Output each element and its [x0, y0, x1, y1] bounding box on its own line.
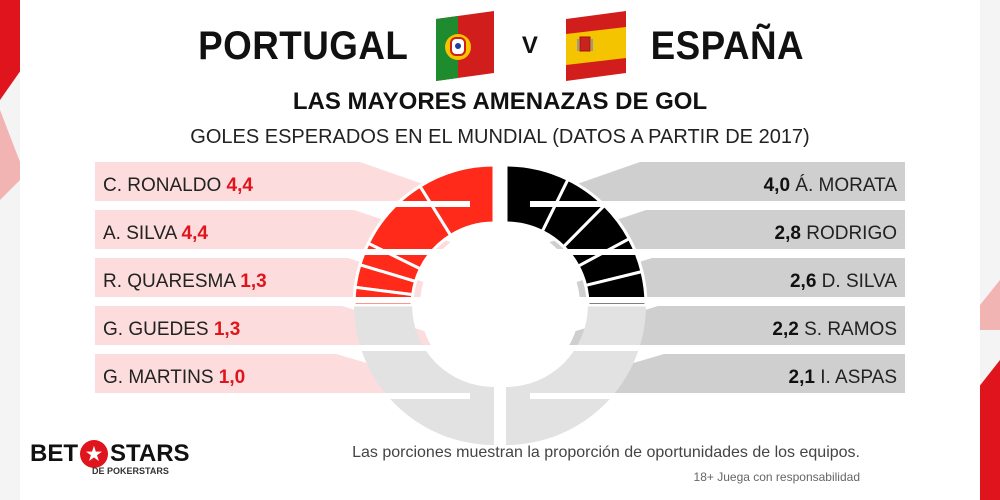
player-name: G. GUEDES — [103, 319, 214, 340]
player-name: G. MARTINS — [103, 367, 219, 388]
player-name: I. ASPAS — [820, 367, 897, 388]
player-xg-value: 1,0 — [219, 367, 245, 388]
player-name: R. QUARESMA — [103, 271, 240, 292]
logo-text-stars: STARS — [110, 440, 190, 467]
player-xg-value: 1,3 — [240, 271, 266, 292]
player-xg-value: 2,8 — [775, 223, 807, 244]
españa-slice-5 — [583, 269, 648, 307]
player-row-text: R. QUARESMA 1,3 — [103, 271, 267, 292]
player-xg-value: 2,1 — [789, 367, 821, 388]
player-xg-value: 4,0 — [764, 175, 796, 196]
match-header: PORTUGAL V ESPAÑA — [20, 6, 980, 86]
chart-subtitle: GOLES ESPERADOS EN EL MUNDIAL (DATOS A P… — [190, 126, 810, 148]
españa-remainder-arc — [506, 305, 646, 445]
player-name: A. SILVA — [103, 223, 182, 244]
player-row-text: 2,1 I. ASPAS — [789, 367, 897, 388]
chart-title: LAS MAYORES AMENAZAS DE GOL — [292, 88, 708, 115]
team-left-name: PORTUGAL — [198, 23, 409, 68]
responsible-gaming-disclaimer: 18+ Juega con responsabilidad — [693, 470, 860, 484]
player-name: D. SILVA — [822, 271, 898, 292]
player-row-text: A. SILVA 4,4 — [103, 223, 208, 244]
portugal-player-row-bg — [95, 162, 480, 204]
player-xg-value: 2,2 — [772, 319, 804, 340]
player-xg-value: 4,4 — [182, 223, 209, 244]
player-row-text: 2,2 S. RAMOS — [772, 319, 897, 340]
player-name: S. RAMOS — [804, 319, 897, 340]
player-row-text: 4,0 Á. MORATA — [764, 175, 898, 196]
player-row-text: G. GUEDES 1,3 — [103, 319, 240, 340]
player-row-text: G. MARTINS 1,0 — [103, 367, 245, 388]
player-row-text: C. RONALDO 4,4 — [103, 175, 253, 196]
star-icon: ★ — [80, 440, 108, 468]
logo-subtext: DE POKERSTARS — [92, 466, 169, 476]
spain-flag-icon — [565, 11, 626, 81]
player-xg-value: 1,3 — [214, 319, 240, 340]
player-name: Á. MORATA — [795, 175, 897, 196]
españa-player-row-bg — [520, 162, 905, 204]
donut-center-divider — [494, 159, 506, 451]
portugal-flag-icon — [435, 11, 494, 81]
player-xg-value: 4,4 — [227, 175, 254, 196]
team-right-name: ESPAÑA — [650, 23, 804, 68]
chart-note: Las porciones muestran la proporción de … — [352, 444, 860, 461]
versus-label: V — [521, 32, 538, 59]
portugal-remainder-arc — [354, 305, 494, 445]
player-name: RODRIGO — [806, 223, 897, 244]
player-row-text: 2,8 RODRIGO — [775, 223, 897, 244]
player-row-text: 2,6 D. SILVA — [790, 271, 897, 292]
betstars-logo: BET ★ STARS DE POKERSTARS — [30, 440, 190, 476]
logo-text-bet: BET — [30, 440, 78, 467]
player-name: C. RONALDO — [103, 175, 227, 196]
player-xg-value: 2,6 — [790, 271, 822, 292]
